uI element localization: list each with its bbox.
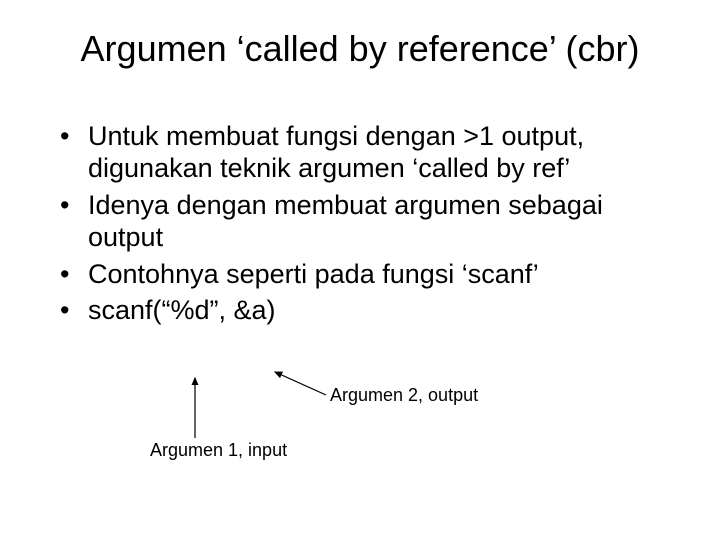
- bullet-list: Untuk membuat fungsi dengan >1 output, d…: [60, 120, 660, 330]
- annotation-arg2: Argumen 2, output: [330, 385, 478, 406]
- bullet-item: Contohnya seperti pada fungsi ‘scanf’: [60, 258, 660, 290]
- slide-title: Argumen ‘called by reference’ (cbr): [0, 28, 720, 70]
- bullet-item: Untuk membuat fungsi dengan >1 output, d…: [60, 120, 660, 185]
- arrow-arg2: [275, 372, 326, 395]
- slide: Argumen ‘called by reference’ (cbr) Untu…: [0, 0, 720, 540]
- bullet-item: Idenya dengan membuat argumen sebagai ou…: [60, 189, 660, 254]
- annotation-arg1: Argumen 1, input: [150, 440, 287, 461]
- bullet-item: scanf(“%d”, &a): [60, 294, 660, 326]
